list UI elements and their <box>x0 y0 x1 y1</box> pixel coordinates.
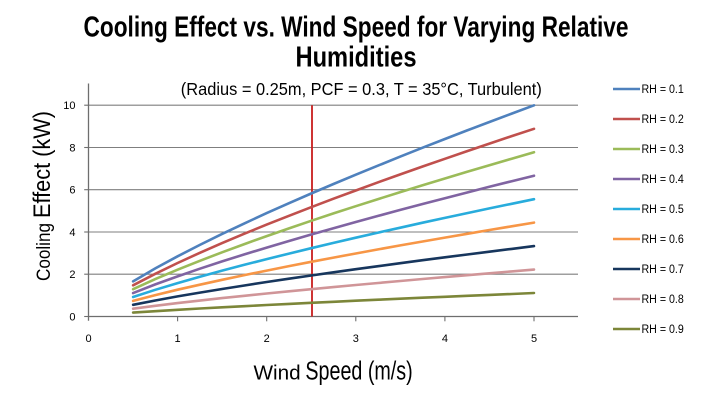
svg-text:0: 0 <box>69 312 75 324</box>
svg-text:6: 6 <box>69 185 75 197</box>
svg-text:RH = 0.6: RH = 0.6 <box>642 234 684 246</box>
svg-text:4: 4 <box>69 227 75 239</box>
svg-text:RH = 0.8: RH = 0.8 <box>642 294 684 306</box>
svg-text:Cooling Effect vs. Wind Speed: Cooling Effect vs. Wind Speed for Varyin… <box>84 12 629 44</box>
svg-text:RH = 0.2: RH = 0.2 <box>642 114 684 126</box>
svg-text:2: 2 <box>264 333 270 345</box>
svg-text:8: 8 <box>69 143 75 155</box>
svg-text:(Radius = 0.25m, PCF = 0.3, T: (Radius = 0.25m, PCF = 0.3, T = 35°C, Tu… <box>181 79 542 99</box>
svg-text:0: 0 <box>85 333 91 345</box>
svg-text:RH = 0.5: RH = 0.5 <box>642 204 684 216</box>
svg-text:Humidities: Humidities <box>296 42 417 74</box>
svg-text:1: 1 <box>175 333 181 345</box>
svg-text:4: 4 <box>442 333 448 345</box>
svg-text:5: 5 <box>531 333 537 345</box>
svg-text:Cooling: Cooling <box>34 223 55 281</box>
svg-text:RH = 0.7: RH = 0.7 <box>642 264 684 276</box>
svg-text:2: 2 <box>69 269 75 281</box>
svg-text:10: 10 <box>63 100 75 112</box>
svg-text:Speed (m/s): Speed (m/s) <box>305 357 412 385</box>
svg-text:Wind: Wind <box>254 361 301 384</box>
svg-text:RH = 0.1: RH = 0.1 <box>642 84 684 96</box>
svg-text:Effect (kW): Effect (kW) <box>29 111 56 218</box>
svg-text:3: 3 <box>353 333 359 345</box>
svg-text:RH = 0.3: RH = 0.3 <box>642 144 684 156</box>
svg-text:RH = 0.4: RH = 0.4 <box>642 174 685 186</box>
svg-text:RH = 0.9: RH = 0.9 <box>642 324 684 336</box>
